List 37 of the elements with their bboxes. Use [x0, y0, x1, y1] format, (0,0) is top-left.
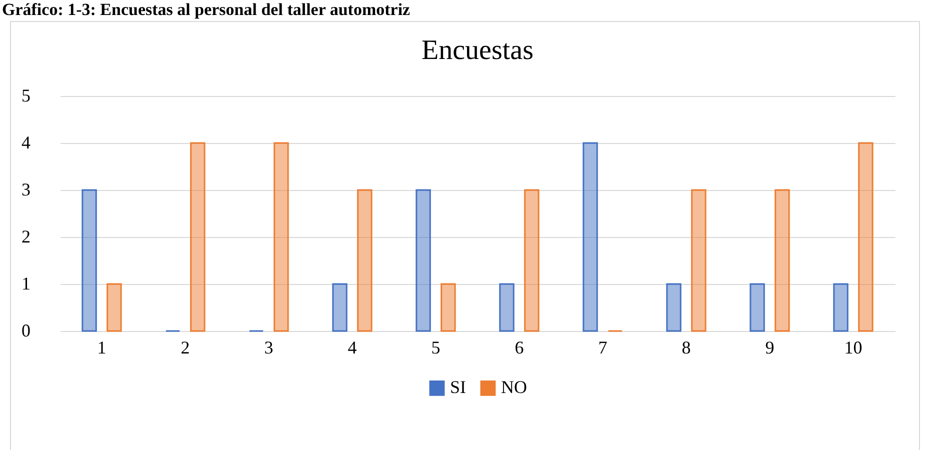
x-tick-label: 7 — [598, 338, 608, 358]
bar — [332, 283, 348, 332]
bar — [666, 283, 682, 332]
bar — [82, 189, 97, 332]
text: Gráfico: 1-3: Encuestas al personal del taller automotriz — [1, 0, 412, 20]
y-tick-label: 3 — [22, 180, 30, 200]
bar — [357, 189, 372, 332]
y-tick-label: 5 — [22, 86, 30, 106]
x-tick-label: 3 — [264, 338, 274, 358]
bar — [750, 283, 765, 332]
bar — [106, 283, 122, 332]
x-tick-label: 9 — [765, 338, 774, 358]
x-tick-label: 4 — [348, 338, 357, 358]
x-tick-label: 10 — [844, 338, 862, 358]
bar — [833, 283, 848, 332]
bar — [774, 189, 790, 332]
x-tick-label: 6 — [514, 338, 524, 358]
bar — [524, 189, 540, 332]
bar — [691, 189, 706, 332]
legend-label: SI — [450, 377, 466, 398]
x-tick-label: 2 — [180, 338, 190, 358]
bar — [190, 142, 206, 332]
y-tick-label: 4 — [22, 132, 30, 152]
y-tick-label: 2 — [22, 226, 30, 246]
bar — [499, 283, 514, 332]
bar — [416, 189, 431, 332]
bar — [274, 142, 289, 332]
chart-title: Encuestas — [422, 35, 534, 66]
bar — [582, 142, 598, 332]
y-tick-label: 0 — [22, 320, 30, 340]
bar — [858, 142, 874, 332]
y-tick-label: 1 — [22, 274, 30, 294]
x-tick-label: 5 — [431, 338, 440, 358]
x-tick-label: 8 — [682, 338, 691, 358]
x-tick-label: 1 — [97, 338, 106, 358]
legend-label: NO — [501, 377, 527, 398]
bar — [440, 283, 456, 332]
